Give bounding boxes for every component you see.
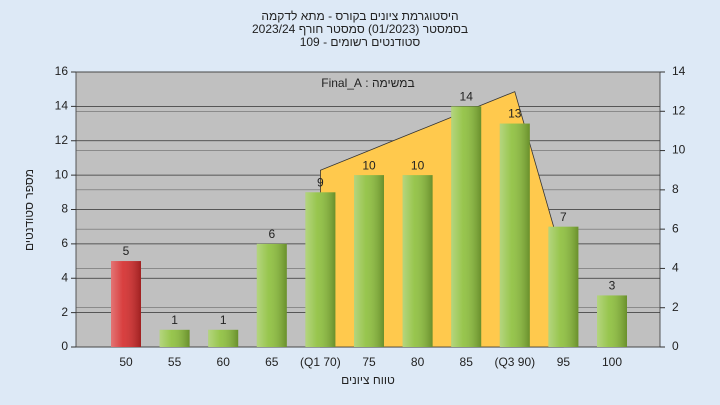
value-label: 7 bbox=[560, 210, 567, 224]
x-tick-label: 80 bbox=[411, 355, 425, 369]
bar-shade bbox=[256, 243, 287, 347]
y2-tick-label: 12 bbox=[672, 103, 686, 117]
x-tick-label: (Q1 70) bbox=[300, 355, 341, 369]
y-tick-label: 16 bbox=[55, 64, 69, 78]
value-label: 6 bbox=[268, 227, 275, 241]
x-tick-label: 65 bbox=[265, 355, 279, 369]
y-tick-label: 4 bbox=[61, 270, 68, 284]
x-tick-label: 60 bbox=[217, 355, 231, 369]
x-tick-label: 85 bbox=[460, 355, 474, 369]
y-tick-label: 14 bbox=[55, 99, 69, 113]
bar-shade bbox=[548, 226, 579, 347]
value-label: 10 bbox=[411, 158, 425, 172]
x-tick-label: 55 bbox=[168, 355, 182, 369]
value-label: 9 bbox=[317, 175, 324, 189]
x-tick-label: (Q3 90) bbox=[494, 355, 535, 369]
y2-tick-label: 14 bbox=[672, 64, 686, 78]
chart-subtitle: בסמסטר (01/2023) סמסטר חורף 2023/24 bbox=[252, 22, 468, 36]
y-tick-label: 0 bbox=[61, 339, 68, 353]
y2-tick-label: 4 bbox=[672, 261, 679, 275]
x-tick-label: 95 bbox=[557, 355, 571, 369]
y-tick-label: 12 bbox=[55, 133, 69, 147]
y-tick-label: 10 bbox=[55, 167, 69, 181]
bar-shade bbox=[111, 261, 141, 347]
x-axis-label: טווח ציונים bbox=[341, 373, 395, 387]
bar-shade bbox=[159, 329, 190, 347]
annotation: במשימה : Final_A bbox=[321, 76, 414, 90]
bar-shade bbox=[208, 329, 239, 347]
y-tick-label: 2 bbox=[61, 305, 68, 319]
x-tick-label: 50 bbox=[119, 355, 133, 369]
y2-tick-label: 6 bbox=[672, 221, 679, 235]
bar-shade bbox=[402, 175, 433, 347]
value-label: 10 bbox=[362, 158, 376, 172]
y2-tick-label: 8 bbox=[672, 182, 679, 196]
bar-shade bbox=[354, 175, 384, 347]
value-label: 13 bbox=[508, 107, 522, 121]
bar-shade bbox=[597, 295, 627, 347]
y-tick-label: 8 bbox=[61, 202, 68, 216]
chart-title: היסטוגרמת ציונים בקורס - מתא לדקמה bbox=[261, 9, 458, 23]
value-label: 5 bbox=[123, 244, 130, 258]
value-label: 3 bbox=[609, 279, 616, 293]
y-tick-label: 6 bbox=[61, 236, 68, 250]
y-axis-label: מספר סטודנטים bbox=[22, 169, 36, 251]
bar-shade bbox=[305, 192, 336, 347]
value-label: 1 bbox=[171, 313, 178, 327]
bar-shade bbox=[451, 106, 482, 347]
chart-subtitle: סטודנטים רשומים - 109 bbox=[300, 35, 421, 49]
value-label: 14 bbox=[460, 90, 474, 104]
x-tick-label: 100 bbox=[602, 355, 622, 369]
x-tick-label: 75 bbox=[362, 355, 376, 369]
y2-tick-label: 0 bbox=[672, 339, 679, 353]
y2-tick-label: 2 bbox=[672, 300, 679, 314]
bar-shade bbox=[499, 123, 530, 347]
value-label: 1 bbox=[220, 313, 227, 327]
y2-tick-label: 10 bbox=[672, 143, 686, 157]
